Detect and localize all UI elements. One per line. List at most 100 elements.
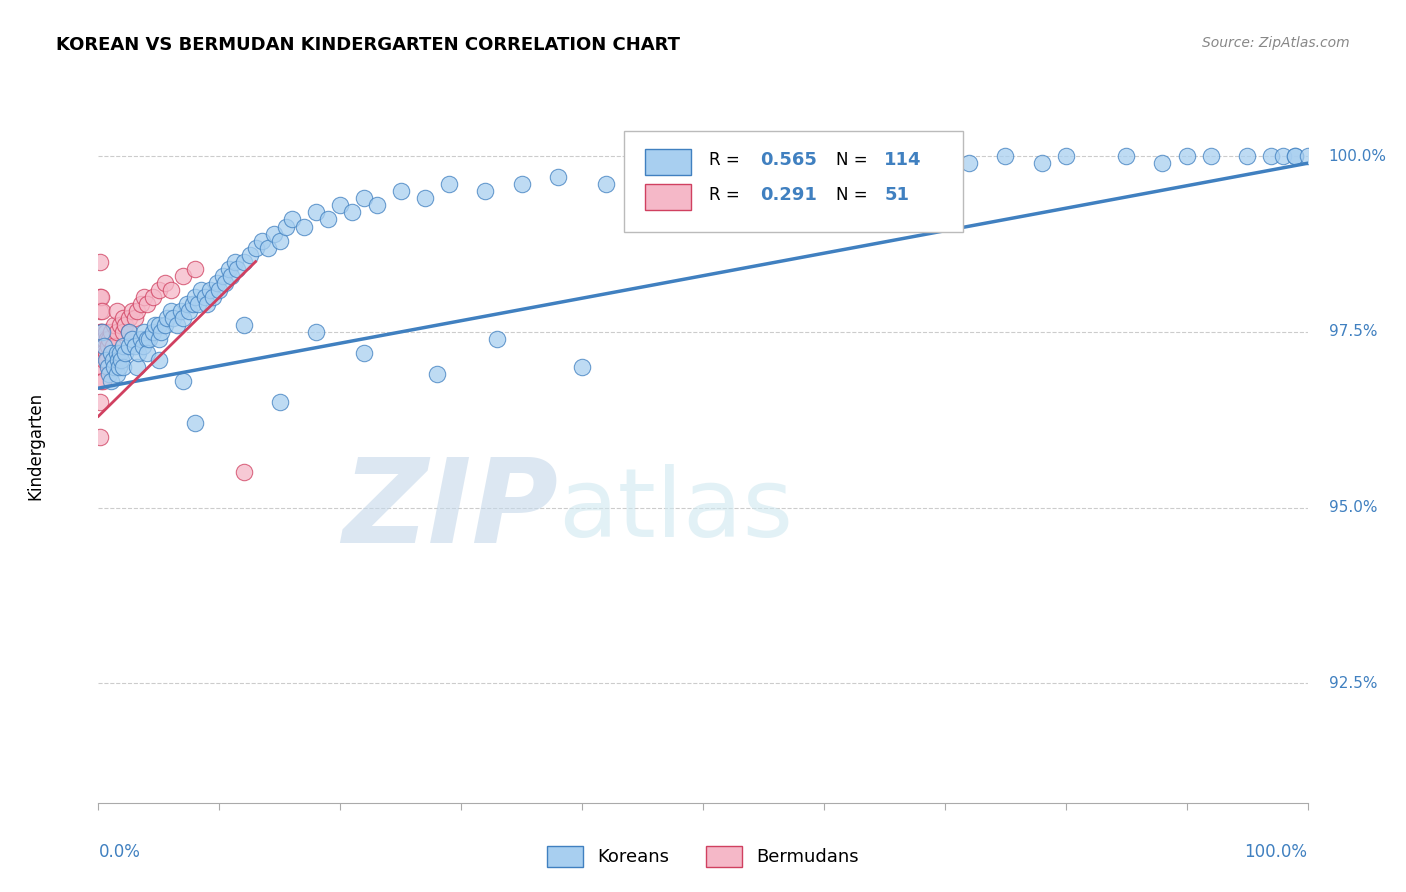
Point xyxy=(143,318,166,332)
Point xyxy=(91,325,114,339)
Point xyxy=(105,367,128,381)
Point xyxy=(111,339,134,353)
Point xyxy=(202,290,225,304)
Point xyxy=(90,290,112,304)
Point xyxy=(97,360,120,375)
Point xyxy=(105,346,128,360)
Point xyxy=(181,297,204,311)
Point xyxy=(94,346,117,360)
Point xyxy=(1260,149,1282,163)
Point xyxy=(274,219,297,234)
Point xyxy=(187,297,209,311)
Point xyxy=(595,178,617,192)
Point xyxy=(135,332,157,346)
Point xyxy=(98,367,121,381)
Text: 0.565: 0.565 xyxy=(759,151,817,169)
Text: 100.0%: 100.0% xyxy=(1244,843,1308,861)
Point xyxy=(232,318,254,332)
Point xyxy=(212,268,235,283)
Point xyxy=(89,325,111,339)
Point xyxy=(413,191,436,205)
Point xyxy=(218,261,240,276)
Point xyxy=(97,339,120,353)
Point xyxy=(124,310,146,325)
Point xyxy=(100,346,122,360)
Point xyxy=(873,163,896,178)
Point xyxy=(224,254,246,268)
Point xyxy=(1152,156,1174,170)
Point xyxy=(101,339,124,353)
Point xyxy=(93,353,115,368)
Point xyxy=(98,332,121,346)
Point xyxy=(91,360,114,375)
Point xyxy=(437,178,460,192)
Point xyxy=(94,353,117,368)
Bar xyxy=(645,184,690,210)
Point xyxy=(127,360,149,375)
Point xyxy=(148,318,170,332)
Point xyxy=(184,417,207,431)
Point xyxy=(110,353,132,368)
Point xyxy=(1031,156,1053,170)
Point xyxy=(91,346,114,360)
Point xyxy=(91,303,114,318)
Point xyxy=(172,374,194,388)
Point xyxy=(135,297,157,311)
Text: atlas: atlas xyxy=(558,464,793,558)
Point xyxy=(1236,149,1258,163)
Point xyxy=(129,297,152,311)
Point xyxy=(1115,149,1137,163)
Point xyxy=(486,332,509,346)
Point xyxy=(108,346,131,360)
Point xyxy=(547,170,569,185)
Point xyxy=(160,283,183,297)
Point xyxy=(134,325,156,339)
Point xyxy=(837,156,859,170)
Point xyxy=(281,212,304,227)
Point xyxy=(89,395,111,409)
Point xyxy=(105,303,128,318)
Point xyxy=(132,339,155,353)
Point xyxy=(198,283,221,297)
Point xyxy=(305,325,328,339)
Point xyxy=(103,360,125,375)
Point xyxy=(114,318,136,332)
Point xyxy=(90,325,112,339)
Point xyxy=(205,276,228,290)
Text: N =: N = xyxy=(837,151,873,169)
Point xyxy=(127,346,149,360)
Text: 97.5%: 97.5% xyxy=(1329,325,1376,340)
Point xyxy=(90,374,112,388)
Point xyxy=(91,339,114,353)
Point xyxy=(176,297,198,311)
Point xyxy=(89,360,111,375)
Point xyxy=(103,318,125,332)
Point xyxy=(129,332,152,346)
FancyBboxPatch shape xyxy=(624,131,963,232)
Point xyxy=(269,234,291,248)
Point xyxy=(571,360,593,375)
Point xyxy=(169,303,191,318)
Point xyxy=(292,219,315,234)
Point xyxy=(342,205,364,219)
Text: 51: 51 xyxy=(884,186,910,203)
Point xyxy=(353,191,375,205)
Point xyxy=(135,346,157,360)
Text: R =: R = xyxy=(709,151,745,169)
Point xyxy=(111,310,134,325)
Point xyxy=(752,170,775,185)
Point xyxy=(1284,149,1306,163)
Point xyxy=(994,149,1017,163)
Point xyxy=(93,339,115,353)
Point xyxy=(153,276,176,290)
Point xyxy=(118,310,141,325)
Point xyxy=(226,261,249,276)
Point xyxy=(142,290,165,304)
Point xyxy=(232,254,254,268)
Point xyxy=(245,241,267,255)
Point xyxy=(813,163,835,178)
Point xyxy=(111,360,134,375)
Point xyxy=(1296,149,1319,163)
Point xyxy=(100,346,122,360)
Point xyxy=(111,325,134,339)
